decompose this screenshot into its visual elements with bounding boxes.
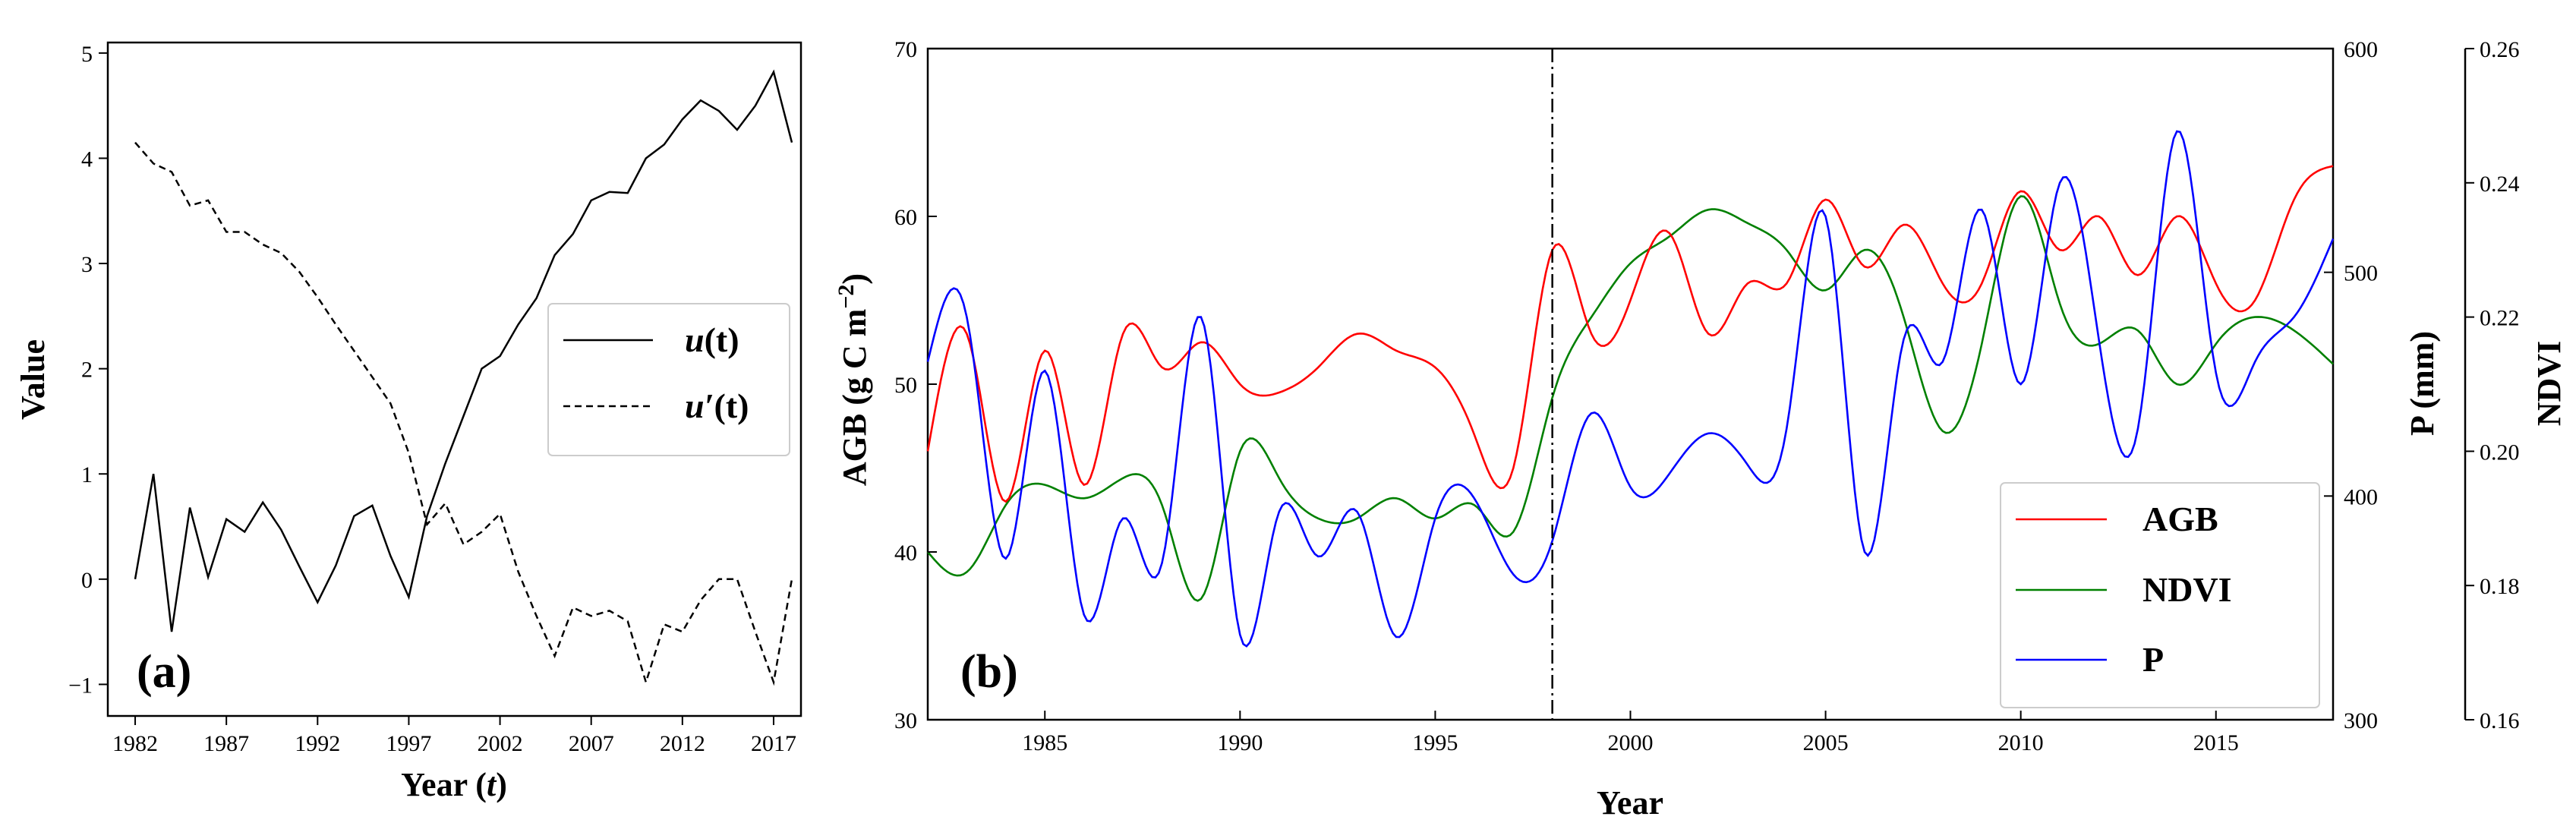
panel-a-series-lines — [134, 69, 793, 686]
ndvi-tick-label: 0.22 — [2480, 306, 2520, 331]
y-tick-label: 3 — [81, 252, 93, 277]
x-tick-label: 1992 — [295, 731, 340, 756]
x-tick-label: 2007 — [569, 731, 614, 756]
x-tick-label: 1987 — [203, 731, 249, 756]
panel-a-plot-frame — [106, 41, 802, 717]
legend-label-p: P — [2142, 640, 2164, 679]
ndvi-tick-label: 0.16 — [2480, 708, 2520, 733]
series-line-u-prime — [134, 141, 793, 686]
y-tick-label: 2 — [81, 358, 93, 383]
panel-a-legend: u(t) u′(t) — [547, 303, 790, 456]
y-tick-label: 0 — [81, 568, 93, 593]
p-tick-label: 500 — [2344, 261, 2378, 286]
ndvi-tick-label: 0.26 — [2480, 37, 2520, 62]
x-tick-label: 2010 — [1998, 730, 2044, 755]
panel-a-x-axis-label: Year (t) — [401, 766, 507, 803]
y-tick-label: 5 — [81, 42, 93, 67]
panel-a-y-axis: −1 0 1 2 3 4 5 — [68, 42, 108, 698]
legend-label-agb: AGB — [2142, 500, 2218, 538]
agb-tick-label: 50 — [894, 373, 917, 398]
x-tick-label: 2002 — [478, 731, 523, 756]
panel-a-x-axis: 1982 1987 1992 1997 2002 2007 2012 2017 — [112, 716, 796, 756]
panel-b-x-axis: 1985 1990 1995 2000 2005 2010 2015 — [1022, 711, 2239, 755]
panel-b-label: (b) — [960, 646, 1018, 698]
panel-a-label: (a) — [137, 646, 191, 698]
panel-b-agb-axis-label: AGB (g C m−2) — [834, 273, 874, 486]
ndvi-tick-label: 0.20 — [2480, 440, 2520, 465]
x-tick-label: 2000 — [1608, 730, 1654, 755]
panel-a-y-axis-label: Value — [14, 339, 52, 420]
panel-a-legend-box — [547, 303, 790, 456]
legend-label-u-prime: u′(t) — [685, 386, 749, 425]
ndvi-tick-label: 0.18 — [2480, 574, 2520, 599]
panel-b-p-axis: 300 400 500 600 — [2324, 37, 2378, 733]
panel-b-x-axis-label: Year — [1597, 784, 1663, 821]
series-line-agb — [926, 165, 2334, 503]
x-tick-label: 1990 — [1217, 730, 1263, 755]
x-tick-label: 1982 — [112, 731, 158, 756]
panel-a-chart: 1982 1987 1992 1997 2002 2007 2012 2017 −1 0 1 2 3 4… — [14, 41, 802, 803]
y-tick-label: −1 — [68, 673, 93, 698]
series-line-u — [134, 69, 793, 632]
x-tick-label: 1997 — [386, 731, 431, 756]
panel-b-legend: AGB NDVI P — [2000, 482, 2320, 708]
ndvi-tick-label: 0.24 — [2480, 172, 2520, 197]
agb-tick-label: 60 — [894, 205, 917, 230]
legend-label-ndvi: NDVI — [2142, 570, 2232, 609]
panel-b-p-axis-label: P (mm) — [2404, 331, 2441, 436]
panel-b-ndvi-axis: 0.16 0.18 0.20 0.22 0.24 0.26 — [2465, 37, 2520, 733]
agb-tick-label: 40 — [894, 541, 917, 566]
agb-tick-label: 70 — [894, 37, 917, 62]
legend-label-u: u(t) — [685, 320, 739, 359]
panel-b-agb-axis: 30 40 50 60 70 — [894, 37, 937, 733]
x-tick-label: 2015 — [2193, 730, 2239, 755]
x-tick-label: 1995 — [1412, 730, 1458, 755]
p-tick-label: 400 — [2344, 484, 2378, 509]
x-tick-label: 1985 — [1022, 730, 1067, 755]
p-tick-label: 300 — [2344, 708, 2378, 733]
panel-b-series-lines — [926, 130, 2335, 648]
series-line-p — [926, 130, 2335, 648]
p-tick-label: 600 — [2344, 37, 2378, 62]
y-tick-label: 4 — [81, 147, 93, 172]
agb-tick-label: 30 — [894, 708, 917, 733]
x-tick-label: 2017 — [751, 731, 796, 756]
x-tick-label: 2005 — [1803, 730, 1849, 755]
panel-b-ndvi-axis-label: NDVI — [2530, 341, 2568, 426]
x-tick-label: 2012 — [660, 731, 705, 756]
panel-b-legend-box — [2000, 482, 2320, 708]
y-tick-label: 1 — [81, 462, 93, 487]
panel-b-chart: 1985 1990 1995 2000 2005 2010 2015 3040506070 … — [834, 37, 2568, 821]
